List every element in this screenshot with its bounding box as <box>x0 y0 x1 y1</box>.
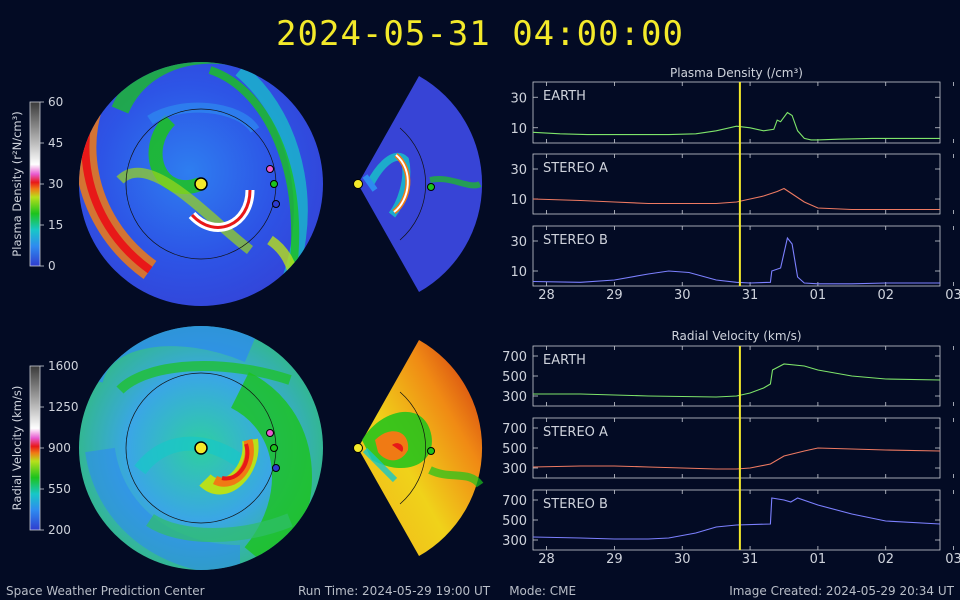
stereo-a-marker <box>266 165 274 173</box>
colorbar-tick-label: 550 <box>48 482 71 496</box>
colorbar-tick-label: 60 <box>48 95 63 109</box>
x-tick-label: 01 <box>810 552 827 567</box>
x-tick-label: 28 <box>538 288 555 303</box>
panel-stereo-b: 700 500 300 STEREO B <box>502 489 954 551</box>
x-tick-label: 31 <box>742 552 759 567</box>
x-tick-label: 30 <box>674 288 691 303</box>
y-tick-label: 300 <box>502 390 527 405</box>
series-line <box>533 363 941 398</box>
footer-mode: Mode: CME <box>509 584 577 598</box>
y-tick-label: 500 <box>502 370 527 385</box>
y-tick-label: 700 <box>502 422 527 437</box>
y-tick-label: 30 <box>510 235 527 250</box>
panel-stereo-a: 30 10 STEREO A <box>510 153 954 215</box>
velocity-colorbar-label: Radial Velocity (km/s) <box>10 386 24 511</box>
colorbar-tick-label: 45 <box>48 136 63 150</box>
y-tick-label: 10 <box>510 193 527 208</box>
panel-frame <box>532 345 941 407</box>
colorbar-tick-label: 200 <box>48 523 71 537</box>
panel-frame <box>532 225 941 287</box>
y-tick-label: 700 <box>502 494 527 509</box>
radial-velocity-chart: Radial Velocity (km/s) 700 500 300 EARTH 700 5… <box>502 329 960 567</box>
panel-label: STEREO B <box>543 497 608 512</box>
panel-stereo-b: 30 10 STEREO B <box>510 225 954 287</box>
x-tick-label: 02 <box>877 552 894 567</box>
chart-title: Radial Velocity (km/s) <box>671 329 801 343</box>
density-colorbar: 60 45 30 15 0 Plasma Density (r²N/cm³) <box>10 95 63 273</box>
colorbar-tick-label: 1250 <box>48 400 79 414</box>
panel-label: EARTH <box>543 89 586 104</box>
series-line <box>532 187 940 211</box>
earth-marker <box>270 180 278 188</box>
colorbar-tick-label: 30 <box>48 177 63 191</box>
x-tick-label: 03 <box>945 288 960 303</box>
panel-label: EARTH <box>543 353 586 368</box>
y-tick-label: 10 <box>510 122 527 137</box>
velocity-wedge-map <box>353 340 484 556</box>
colorbar-tick-label: 1600 <box>48 359 79 373</box>
y-tick-label: 700 <box>502 350 527 365</box>
density-wedge-map <box>353 76 483 292</box>
x-tick-label: 29 <box>606 288 623 303</box>
density-colorbar-label: Plasma Density (r²N/cm³) <box>10 111 24 256</box>
panel-stereo-a: 700 500 300 STEREO A <box>502 417 954 479</box>
plasma-density-chart: Plasma Density (/cm³) 30 10 EARTH 30 10 STEREO… <box>510 66 960 303</box>
panel-label: STEREO A <box>543 161 608 176</box>
panel-earth: 30 10 EARTH <box>510 81 954 144</box>
panel-earth: 700 500 300 EARTH <box>502 345 954 407</box>
velocity-polar-map <box>79 326 323 570</box>
x-tick-label: 31 <box>742 288 759 303</box>
panel-label: STEREO B <box>543 233 608 248</box>
x-tick-label: 01 <box>810 288 827 303</box>
panel-frame <box>532 81 941 144</box>
stereo-b-marker <box>272 200 280 208</box>
density-polar-map <box>79 62 323 306</box>
x-tick-label: 29 <box>606 552 623 567</box>
footer-image-created: Image Created: 2024-05-29 20:34 UT <box>729 584 954 598</box>
sun-marker <box>194 177 208 191</box>
x-tick-label: 30 <box>674 552 691 567</box>
y-tick-label: 500 <box>502 442 527 457</box>
x-tick-label: 28 <box>538 552 555 567</box>
series-line <box>532 236 940 285</box>
y-tick-label: 300 <box>502 462 527 477</box>
colorbar-tick-label: 15 <box>48 218 63 232</box>
footer-org: Space Weather Prediction Center <box>6 584 205 598</box>
y-tick-label: 300 <box>502 534 527 549</box>
colorbar-tick-label: 900 <box>48 441 71 455</box>
colorbar-tick-label: 0 <box>48 259 56 273</box>
x-tick-label: 03 <box>945 552 960 567</box>
series-line <box>532 497 941 540</box>
footer-run-info: Run Time: 2024-05-29 19:00 UT Mode: CME <box>298 584 576 598</box>
velocity-colorbar: 1600 1250 900 550 200 Radial Velocity (km/s) <box>10 359 79 537</box>
y-tick-label: 500 <box>502 514 527 529</box>
footer-run-time: Run Time: 2024-05-29 19:00 UT <box>298 584 491 598</box>
timestamp-title: 2024-05-31 04:00:00 <box>276 14 684 54</box>
chart-title: Plasma Density (/cm³) <box>670 66 803 80</box>
y-tick-label: 30 <box>510 163 527 178</box>
y-tick-label: 10 <box>510 265 527 280</box>
panel-frame <box>532 153 941 215</box>
y-tick-label: 30 <box>510 91 527 106</box>
x-tick-label: 02 <box>877 288 894 303</box>
series-line <box>532 111 940 141</box>
series-line <box>532 447 941 470</box>
panel-label: STEREO A <box>543 425 608 440</box>
